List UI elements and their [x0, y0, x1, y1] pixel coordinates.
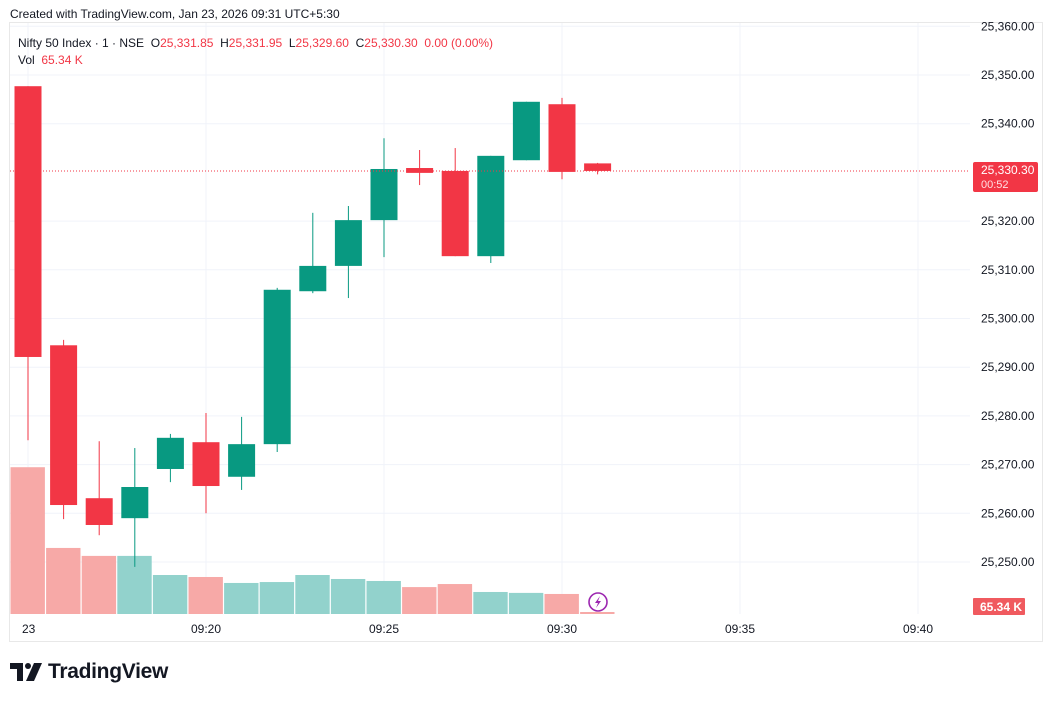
candle-body: [85, 498, 113, 525]
open-label: O: [150, 36, 161, 50]
volume-bar: [580, 612, 615, 614]
last-price-value: 25,330.30: [981, 163, 1035, 177]
candle-body: [50, 345, 78, 506]
time-axis-label: 09:30: [547, 622, 577, 636]
high-value: 25,331.95: [228, 36, 283, 50]
candle-body: [441, 170, 469, 257]
volume-tag: [973, 598, 1025, 615]
time-axis-label: 09:25: [369, 622, 399, 636]
candle-body: [14, 86, 42, 357]
created-with-caption: Created with TradingView.com, Jan 23, 20…: [10, 7, 340, 21]
volume-bar: [46, 547, 81, 614]
low-label: L: [288, 36, 296, 50]
tradingview-logo-icon: [10, 663, 42, 681]
candle-body: [156, 437, 184, 469]
candle-body: [263, 289, 291, 445]
chart-frame: [9, 22, 1043, 642]
candle-body: [228, 444, 256, 477]
volume-bar: [10, 467, 45, 614]
volume-bar: [152, 575, 188, 614]
chart-legend: Nifty 50 Index · 1 · NSE O25,331.85 H25,…: [18, 35, 493, 69]
volume-bar: [295, 575, 330, 614]
low-value: 25,329.60: [295, 36, 349, 50]
price-axis-label: 25,300.00: [981, 312, 1035, 326]
ohlc-row: Nifty 50 Index · 1 · NSE O25,331.85 H25,…: [18, 35, 493, 52]
candle-body: [406, 168, 434, 173]
price-axis-label: 25,360.00: [981, 19, 1035, 33]
volume-bar: [188, 576, 223, 614]
volume-row: Vol 65.34 K: [18, 52, 493, 69]
time-axis-label: 09:20: [191, 622, 221, 636]
time-axis-label: 09:35: [725, 622, 755, 636]
price-axis-label: 25,290.00: [981, 360, 1035, 374]
candle-body: [370, 168, 398, 221]
volume-bar: [224, 582, 259, 614]
price-axis-label: 25,270.00: [981, 458, 1035, 472]
volume-label: Vol: [18, 53, 35, 67]
tradingview-logo: TradingView: [10, 660, 168, 684]
price-axis-label: 25,340.00: [981, 117, 1035, 131]
last-price-tag: [973, 161, 1038, 192]
symbol-name[interactable]: Nifty 50 Index · 1 · NSE: [18, 36, 145, 50]
volume-tag-value: 65.34 K: [980, 600, 1022, 614]
close-value: 25,330.30: [364, 36, 418, 50]
time-axis-label: 09:40: [903, 622, 933, 636]
close-label: C: [355, 36, 365, 50]
price-axis-label: 25,280.00: [981, 409, 1035, 423]
bar-countdown: 00:52: [981, 179, 1009, 191]
volume-bar: [366, 580, 401, 614]
candle-body: [334, 220, 362, 266]
price-axis-label: 25,260.00: [981, 506, 1035, 520]
candle-body: [121, 487, 149, 519]
price-axis-label: 25,350.00: [981, 68, 1035, 82]
volume-bar: [259, 582, 295, 614]
change-value: 0.00 (0.00%): [424, 36, 494, 50]
volume-bar: [402, 587, 437, 614]
volume-bar: [544, 593, 579, 614]
price-axis-label: 25,250.00: [981, 555, 1035, 569]
time-axis-label: 23: [22, 622, 36, 636]
price-axis-label: 25,310.00: [981, 263, 1035, 277]
price-axis-label: 25,320.00: [981, 214, 1035, 228]
volume-bar: [508, 592, 544, 614]
volume-bar: [81, 555, 117, 614]
volume-value: 65.34 K: [41, 53, 83, 67]
candle-body: [299, 265, 327, 292]
lightning-icon: [588, 592, 608, 612]
candle-body: [548, 104, 576, 172]
open-value: 25,331.85: [160, 36, 214, 50]
candle-body: [584, 163, 612, 171]
logo-text: TradingView: [48, 660, 169, 683]
volume-bar: [330, 578, 366, 614]
volume-bar: [437, 584, 473, 614]
candle-body: [512, 101, 540, 161]
volume-bar: [473, 591, 508, 614]
high-label: H: [220, 36, 229, 50]
candle-body: [477, 155, 505, 257]
candle-body: [192, 442, 220, 487]
